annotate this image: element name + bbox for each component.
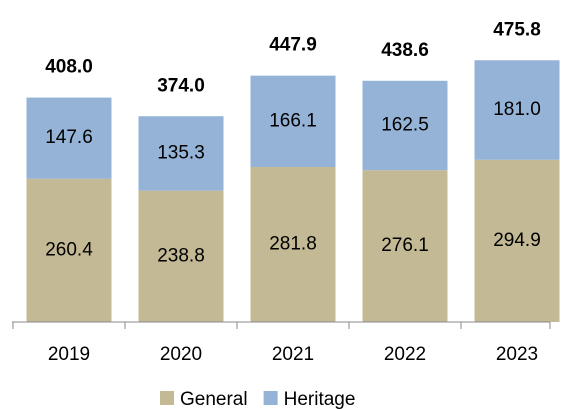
value-label: 162.5 bbox=[381, 114, 429, 135]
bar-segment bbox=[26, 97, 112, 179]
value-label: 135.3 bbox=[157, 142, 205, 163]
x-tick-label: 2021 bbox=[272, 344, 314, 365]
value-label: 294.9 bbox=[493, 230, 541, 251]
x-tick-label: 2022 bbox=[384, 344, 426, 365]
bar-segment bbox=[474, 60, 560, 160]
bar-segment bbox=[362, 170, 448, 322]
bar-segment bbox=[26, 178, 112, 322]
bar-segment bbox=[362, 80, 448, 171]
value-label: 147.6 bbox=[45, 127, 93, 148]
value-label: 238.8 bbox=[157, 245, 205, 266]
x-tick-label: 2020 bbox=[160, 344, 202, 365]
bar-segment bbox=[138, 116, 224, 191]
total-label: 447.9 bbox=[269, 35, 317, 56]
total-label: 475.8 bbox=[493, 19, 541, 40]
legend-label: General bbox=[180, 389, 248, 409]
bar-segment bbox=[474, 159, 560, 322]
total-label: 438.6 bbox=[381, 40, 429, 61]
x-tick-label: 2023 bbox=[496, 344, 538, 365]
total-label: 408.0 bbox=[45, 57, 93, 78]
legend-label: Heritage bbox=[284, 389, 356, 409]
total-label: 374.0 bbox=[157, 75, 205, 96]
value-label: 276.1 bbox=[381, 235, 429, 256]
x-tick-label: 2019 bbox=[48, 344, 90, 365]
legend-swatch bbox=[263, 391, 278, 405]
value-label: 281.8 bbox=[269, 234, 317, 255]
value-label: 181.0 bbox=[493, 99, 541, 120]
legend-swatch bbox=[160, 391, 174, 405]
value-label: 260.4 bbox=[45, 239, 93, 260]
value-label: 166.1 bbox=[269, 110, 317, 131]
bar-segment bbox=[250, 75, 336, 168]
bar-segment bbox=[138, 190, 224, 322]
bar-segment bbox=[250, 167, 336, 322]
